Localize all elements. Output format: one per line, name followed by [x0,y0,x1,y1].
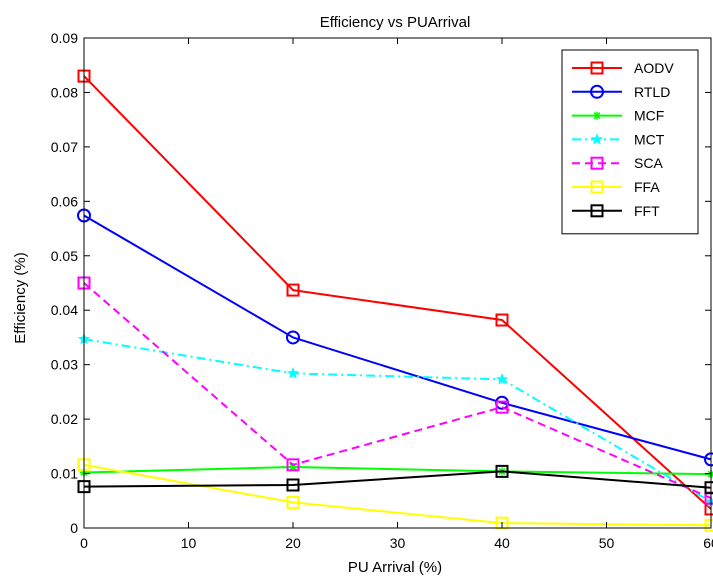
series-line-aodv [83,75,712,510]
data-point-ffa [286,495,300,509]
y-tick-label: 0.07 [51,139,78,155]
legend-item-ffa[interactable]: FFA [572,179,660,195]
data-point-ffa [495,516,509,530]
x-tick-label: 50 [599,535,615,551]
series-line-fft [83,470,712,489]
legend-label-ffa: FFA [634,179,660,195]
legend-label-mcf: MCF [634,108,664,124]
data-point-sca [495,400,509,414]
y-tick-label: 0.01 [51,466,78,482]
x-axis-label: PU Arrival (%) [348,559,442,576]
data-point-aodv [495,313,509,327]
data-point-fft [286,478,300,492]
x-tick-label: 30 [390,535,406,551]
data-point-mcf [289,463,297,472]
x-tick-label: 10 [181,535,197,551]
legend-marker-fft [590,204,604,218]
legend-label-fft: FFT [634,203,660,219]
y-tick-label: 0.05 [51,248,78,264]
series-group [77,69,713,532]
y-axis-label: Efficiency (%) [12,252,29,343]
legend-item-mct[interactable]: MCT [572,131,665,147]
data-point-mct [286,367,300,379]
x-tick-label: 0 [80,535,88,551]
data-point-rtld [286,330,300,345]
legend-item-fft[interactable]: FFT [572,203,660,219]
axes: 0 10 20 30 40 50 60 0 0.01 0.02 0.03 0.04 0.05 0.06 0.… [51,30,713,551]
legend-item-mcf[interactable]: MCF [572,108,664,124]
legend-box [561,49,699,235]
chart-title: Efficiency vs PUArrival [320,14,471,31]
series-line-mcf [83,466,712,476]
legend[interactable]: AODV RTLD MCF MCT SCA FFA FFT [561,49,699,235]
legend-marker-mcf [593,111,601,120]
legend-label-sca: SCA [634,155,663,171]
y-tick-label: 0.08 [51,84,78,100]
legend-label-aodv: AODV [634,60,674,76]
data-point-aodv [286,283,300,297]
data-point-mct [495,373,509,385]
data-point-sca [286,458,300,472]
y-tick-label: 0 [70,520,78,536]
legend-item-rtld[interactable]: RTLD [572,84,670,100]
y-tick-label: 0.06 [51,193,78,209]
legend-marker-mct [590,133,604,145]
legend-item-sca[interactable]: SCA [572,155,663,171]
legend-item-aodv[interactable]: AODV [572,60,674,76]
x-tick-label: 20 [285,535,301,551]
legend-marker-sca [590,156,604,170]
data-point-fft [495,464,509,478]
legend-label-mct: MCT [634,131,665,147]
series-line-rtld [83,214,712,461]
x-tick-label: 40 [494,535,510,551]
y-tick-label: 0.09 [51,30,78,46]
legend-marker-ffa [590,180,604,194]
legend-marker-aodv [590,61,604,75]
legend-marker-rtld [590,84,604,99]
y-tick-label: 0.04 [51,302,78,318]
x-tick-label: 60 [703,535,713,551]
y-tick-label: 0.02 [51,411,78,427]
legend-label-rtld: RTLD [634,84,670,100]
y-tick-label: 0.03 [51,357,78,373]
